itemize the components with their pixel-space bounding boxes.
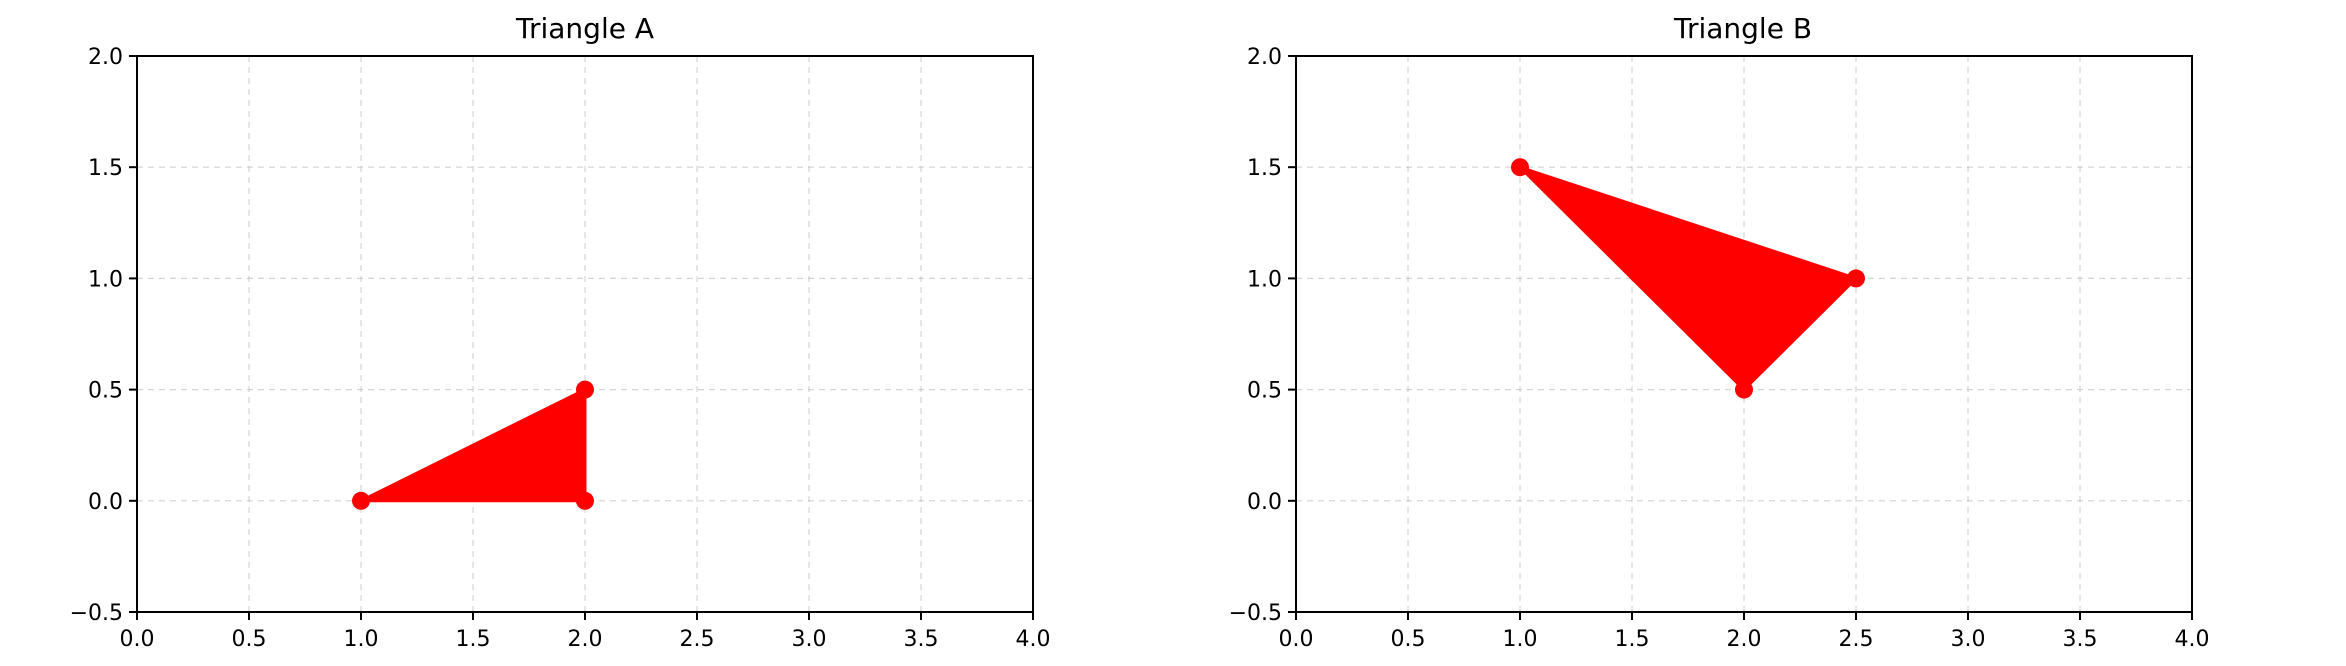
x-tick-label: 3.0 bbox=[1951, 627, 1986, 652]
x-tick-label: 0.0 bbox=[1279, 627, 1314, 652]
y-tick-label: −0.5 bbox=[1229, 601, 1282, 626]
x-tick-label: 1.0 bbox=[1503, 627, 1538, 652]
panel-triangle-a: Triangle A 0.0 0.5 1.0 1.5 2.0 2.5 3.0 3.5 4.0 −0… bbox=[70, 12, 1051, 652]
x-tick-label: 1.0 bbox=[344, 627, 379, 652]
x-tick-label: 4.0 bbox=[2175, 627, 2210, 652]
x-tick-label: 4.0 bbox=[1016, 627, 1051, 652]
triangle-fill bbox=[359, 388, 587, 503]
y-tick-label: 2.0 bbox=[1247, 45, 1282, 70]
vertex-point bbox=[576, 380, 594, 399]
y-tick-label: 0.0 bbox=[1247, 490, 1282, 515]
x-tick-label: 2.0 bbox=[568, 627, 603, 652]
y-tick-label: 0.0 bbox=[88, 490, 123, 515]
y-tick-label: −0.5 bbox=[70, 601, 123, 626]
vertex-point bbox=[1511, 158, 1529, 177]
y-tick-label: 1.5 bbox=[1247, 156, 1282, 181]
y-tick-label: 1.0 bbox=[1247, 267, 1282, 292]
y-tick-label: 2.0 bbox=[88, 45, 123, 70]
panel-triangle-b: Triangle B 0.0 0.5 1.0 1.5 2.0 2.5 3.0 3.5 4.0 −0… bbox=[1229, 12, 2210, 652]
x-tick-label: 3.5 bbox=[904, 627, 939, 652]
y-tick-label: 0.5 bbox=[1247, 379, 1282, 404]
y-tick-label: 1.0 bbox=[88, 267, 123, 292]
x-tick-label: 0.5 bbox=[232, 627, 267, 652]
chart-title: Triangle A bbox=[515, 12, 654, 45]
y-tick-label: 0.5 bbox=[88, 379, 123, 404]
x-tick-label: 3.0 bbox=[792, 627, 827, 652]
x-tick-label: 1.5 bbox=[1615, 627, 1650, 652]
x-tick-label: 2.5 bbox=[1839, 627, 1874, 652]
vertex-point bbox=[352, 491, 370, 510]
x-tick-label: 1.5 bbox=[456, 627, 491, 652]
vertex-point bbox=[576, 491, 594, 510]
x-tick-label: 2.5 bbox=[680, 627, 715, 652]
x-tick-label: 0.5 bbox=[1391, 627, 1426, 652]
x-tick-label: 0.0 bbox=[120, 627, 155, 652]
chart-title: Triangle B bbox=[1673, 12, 1812, 45]
x-tick-label: 2.0 bbox=[1727, 627, 1762, 652]
y-tick-label: 1.5 bbox=[88, 156, 123, 181]
triangle-fill bbox=[1518, 165, 1858, 392]
vertex-point bbox=[1847, 269, 1865, 288]
x-tick-label: 3.5 bbox=[2063, 627, 2098, 652]
vertex-point bbox=[1735, 380, 1753, 399]
